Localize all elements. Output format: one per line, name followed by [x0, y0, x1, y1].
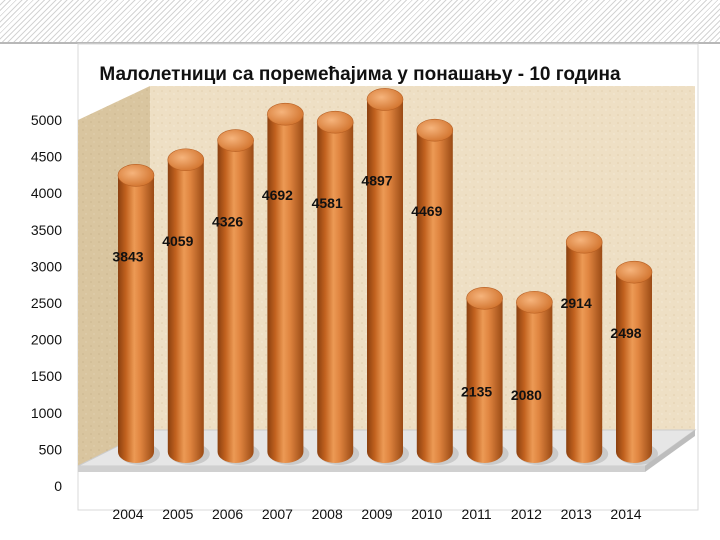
bar: [167, 148, 210, 465]
data-label: 2135: [461, 383, 492, 399]
data-labels: 3843 4059 4326 4692 4581 4897 4469 2135 2080 2914…: [112, 172, 641, 403]
bar: [466, 286, 509, 465]
y-axis: 0 500 1000 1500 2000 2500 3000 3500 4000 4500 5000: [31, 112, 62, 494]
x-tick-label: 2010: [411, 506, 442, 522]
bar: [615, 260, 658, 465]
x-tick-label: 2006: [212, 506, 243, 522]
data-label: 4469: [411, 203, 442, 219]
y-tick-label: 3500: [31, 222, 62, 238]
bar: [267, 102, 310, 465]
bar: [516, 290, 559, 465]
data-label: 4897: [361, 172, 392, 188]
data-label: 2914: [561, 295, 592, 311]
data-label: 2498: [610, 325, 641, 341]
chart-floor-side-edge: [645, 430, 695, 472]
data-label: 4692: [262, 187, 293, 203]
x-tick-label: 2011: [462, 506, 492, 522]
data-label: 4059: [162, 233, 193, 249]
data-label: 4326: [212, 214, 243, 230]
bar: [117, 164, 160, 465]
y-tick-label: 5000: [31, 112, 62, 128]
y-tick-label: 1500: [31, 368, 62, 384]
bar: [316, 110, 360, 465]
data-label: 3843: [112, 248, 143, 264]
x-tick-label: 2005: [162, 506, 193, 522]
x-tick-label: 2009: [361, 506, 392, 522]
y-tick-label: 500: [39, 441, 63, 457]
y-tick-label: 1000: [31, 405, 62, 421]
data-label: 2080: [511, 387, 542, 403]
y-tick-label: 4000: [31, 185, 62, 201]
data-label: 4581: [312, 195, 343, 211]
bar: [565, 230, 609, 465]
x-tick-label: 2007: [262, 506, 293, 522]
x-tick-label: 2014: [610, 506, 641, 522]
y-tick-label: 3000: [31, 258, 62, 274]
slide-header-divider: [0, 42, 720, 44]
chart-title: Малолетници са поремећајима у понашању -…: [99, 64, 621, 85]
x-tick-label: 2013: [561, 506, 592, 522]
bar-series: [117, 88, 658, 465]
chart-floor-edge: [78, 466, 645, 472]
y-tick-label: 2500: [31, 295, 62, 311]
slide-header-pattern: [0, 0, 720, 44]
bar: [416, 118, 459, 465]
bar: [217, 129, 260, 465]
y-tick-label: 4500: [31, 149, 62, 165]
y-tick-label: 2000: [31, 332, 62, 348]
x-tick-label: 2004: [112, 506, 143, 522]
y-tick-label: 0: [54, 478, 62, 494]
x-tick-label: 2012: [511, 506, 542, 522]
x-tick-label: 2008: [312, 506, 343, 522]
x-axis: 2004 2005 2006 2007 2008 2009 2010 2011 2012 2013…: [112, 506, 641, 522]
bar: [366, 88, 409, 465]
